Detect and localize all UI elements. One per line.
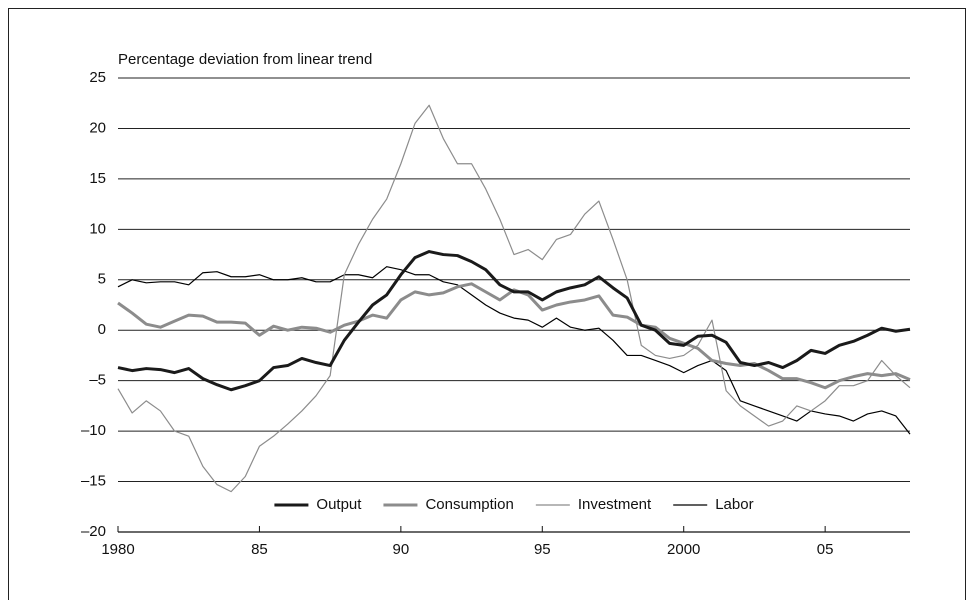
- y-tick-label: 10: [89, 220, 106, 237]
- legend-label: Output: [316, 496, 362, 513]
- x-tick-label: 90: [393, 541, 410, 558]
- series-line: [117, 282, 911, 390]
- legend: Output Consumption Investment Labor: [268, 494, 760, 516]
- series-line: [117, 250, 911, 392]
- y-tick-label: 0: [98, 321, 106, 338]
- chart-title: Percentage deviation from linear trend: [118, 51, 372, 68]
- legend-background: [268, 494, 760, 516]
- frame: [8, 8, 966, 600]
- y-tick-label: 20: [89, 119, 106, 136]
- x-tick-label: 1980: [101, 541, 134, 558]
- y-tick-label: –20: [81, 523, 106, 540]
- legend-label: Consumption: [425, 496, 513, 513]
- series-line: [117, 266, 911, 435]
- y-tick-label: –15: [81, 473, 106, 490]
- x-tick-label: 05: [817, 541, 834, 558]
- series-line: [117, 104, 911, 493]
- x-tick-label: 2000: [667, 541, 700, 558]
- x-tick-label: 85: [251, 541, 268, 558]
- y-tick-label: –10: [81, 422, 106, 439]
- legend-label: Labor: [715, 496, 753, 513]
- y-tick-label: 25: [89, 69, 106, 86]
- y-tick-label: 5: [98, 271, 106, 288]
- x-tick-label: 95: [534, 541, 551, 558]
- y-tick-label: 15: [89, 170, 106, 187]
- y-tick-label: –5: [89, 372, 106, 389]
- legend-label: Investment: [578, 496, 652, 513]
